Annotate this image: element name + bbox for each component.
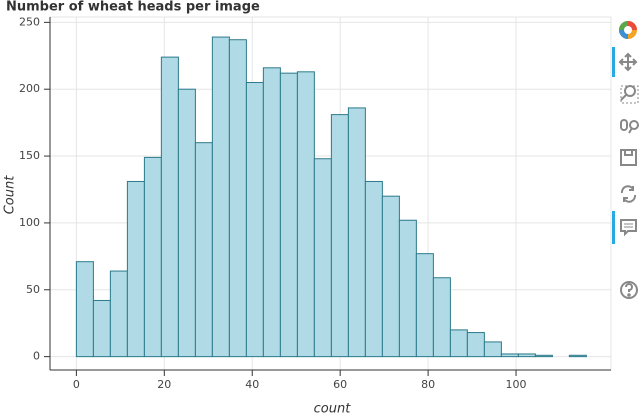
x-tick-label: 80 xyxy=(421,378,435,391)
bar xyxy=(160,56,179,358)
y-tick-label: 250 xyxy=(19,15,40,28)
hover-tool[interactable] xyxy=(620,219,637,237)
bar xyxy=(415,253,434,358)
y-axis-label: Count xyxy=(3,175,18,215)
x-tick-label: 100 xyxy=(506,378,527,391)
bar xyxy=(92,299,111,358)
bar xyxy=(534,354,553,358)
bar xyxy=(381,195,400,358)
reset-tool[interactable] xyxy=(620,185,637,203)
bar xyxy=(330,114,349,358)
bar xyxy=(262,67,281,358)
bar xyxy=(143,156,162,358)
wheel-zoom-tool[interactable] xyxy=(620,119,639,134)
bar xyxy=(228,39,247,358)
chart-title: Number of wheat heads per image xyxy=(6,0,260,15)
box-zoom-tool[interactable] xyxy=(620,85,639,104)
bar xyxy=(347,107,366,358)
active-indicator xyxy=(612,211,615,244)
x-tick-label: 40 xyxy=(245,378,259,391)
bar xyxy=(500,353,519,358)
bar xyxy=(483,341,502,358)
y-tick-label: 100 xyxy=(19,216,40,229)
x-axis-label: count xyxy=(314,402,352,417)
y-tick-label: 50 xyxy=(26,283,40,296)
bar xyxy=(296,71,315,358)
y-tick-label: 200 xyxy=(19,82,40,95)
y-tick-label: 0 xyxy=(33,350,40,363)
bar xyxy=(398,219,417,358)
bar xyxy=(517,353,536,358)
bar xyxy=(75,261,94,358)
bar xyxy=(466,332,485,358)
bar xyxy=(245,82,264,358)
x-tick-label: 20 xyxy=(157,378,171,391)
bar xyxy=(313,158,332,358)
bar xyxy=(449,329,468,358)
pan-tool[interactable] xyxy=(618,52,638,72)
bar xyxy=(177,88,196,358)
help-tool[interactable] xyxy=(620,281,638,299)
bar xyxy=(211,36,230,358)
bar xyxy=(364,180,383,358)
bar xyxy=(194,142,213,358)
toolbar xyxy=(612,21,639,299)
y-tick-label: 150 xyxy=(19,149,40,162)
x-tick-label: 60 xyxy=(333,378,347,391)
bar xyxy=(126,180,145,358)
bokeh-logo[interactable] xyxy=(619,21,637,39)
bar xyxy=(279,72,298,358)
active-indicator xyxy=(612,47,615,77)
bar xyxy=(109,270,128,358)
x-tick-label: 0 xyxy=(73,378,80,391)
save-tool[interactable] xyxy=(620,149,637,166)
bar xyxy=(432,277,451,358)
bar xyxy=(568,354,587,358)
